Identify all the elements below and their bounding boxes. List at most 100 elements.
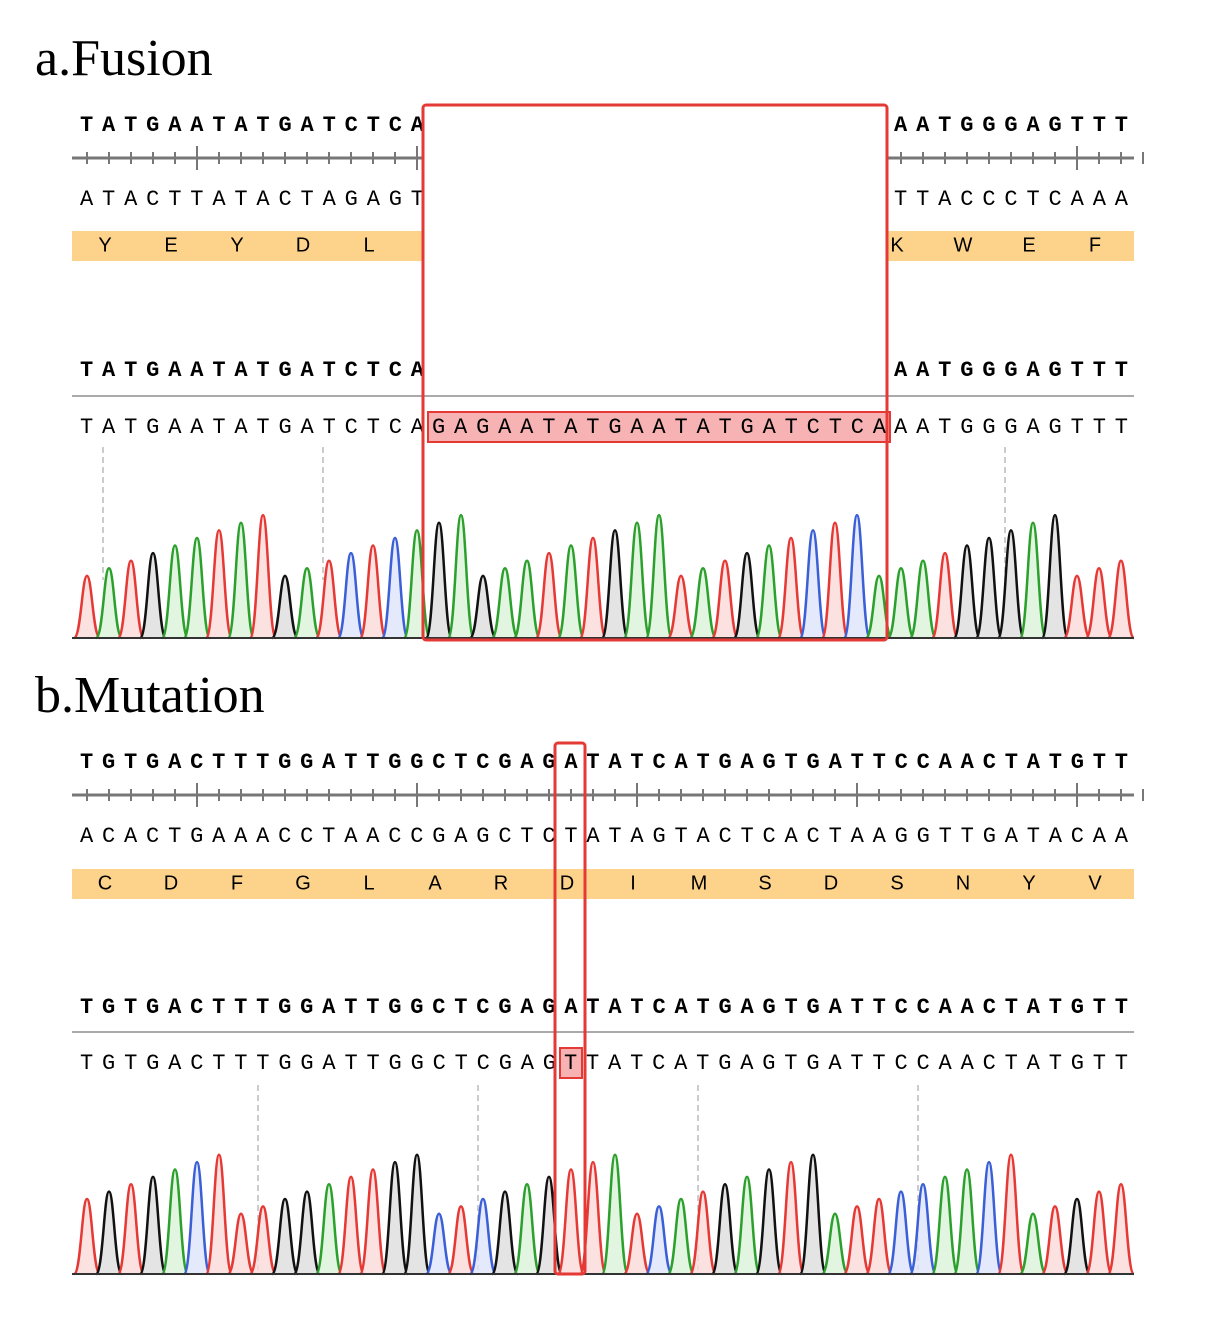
amino-acid: D xyxy=(296,234,310,256)
trace-peak xyxy=(160,1168,190,1276)
sequence: ATACTTATACTAGAGT xyxy=(80,187,424,212)
trace-peak xyxy=(512,559,542,640)
trace-peak xyxy=(710,559,740,640)
trace-peak xyxy=(732,551,762,640)
trace-peak xyxy=(600,1153,630,1276)
amino-acid: L xyxy=(363,234,374,256)
focus-box xyxy=(421,103,889,642)
focus-box xyxy=(553,741,587,1276)
trace-peak xyxy=(314,1182,344,1276)
sequence: TATGAATATGATCTCA xyxy=(80,113,425,138)
amino-acid: I xyxy=(630,872,636,894)
trace-peak xyxy=(490,567,520,640)
amino-acid: N xyxy=(956,872,970,894)
sequence: TTACCCTCAAA xyxy=(894,187,1129,212)
trace-peak xyxy=(798,1153,828,1276)
trace-peak xyxy=(226,1212,256,1276)
trace-peak xyxy=(908,559,938,640)
trace-peak xyxy=(336,551,366,640)
sequence: AATGGGAGTTT xyxy=(894,113,1128,138)
trace-peak xyxy=(886,1190,916,1276)
trace-peak xyxy=(556,544,586,640)
trace-peak xyxy=(138,551,168,640)
amino-acid: F xyxy=(231,872,243,894)
trace-peak xyxy=(820,521,850,640)
amino-acid: R xyxy=(494,872,508,894)
panel-label: a.Fusion xyxy=(35,30,213,87)
amino-acid: E xyxy=(1022,234,1035,256)
trace-peak xyxy=(886,567,916,640)
trace-peak xyxy=(798,529,828,640)
amino-acid: Y xyxy=(1022,872,1035,894)
trace-peak xyxy=(644,1205,674,1276)
trace-peak xyxy=(380,536,410,640)
trace-peak xyxy=(556,1168,586,1276)
amino-acid: A xyxy=(428,872,442,894)
trace-peak xyxy=(666,574,696,640)
trace-peak xyxy=(622,1212,652,1276)
trace-peak xyxy=(996,529,1026,640)
trace-peak xyxy=(644,513,674,640)
trace-peak xyxy=(468,574,498,640)
trace-peak xyxy=(930,1175,960,1276)
trace-peak xyxy=(974,536,1004,640)
sequence: TATCATGAGTGATTCCAACTATGTT xyxy=(586,1051,1128,1076)
sequence: TATGAATATGATCTCA xyxy=(80,415,425,440)
trace-peak xyxy=(1106,559,1136,640)
sequence: TGTGACTTTGGATTGGCTCGAG xyxy=(80,1051,556,1076)
trace-peak xyxy=(710,1182,740,1276)
highlight xyxy=(559,1047,583,1079)
amino-acid: M xyxy=(691,872,708,894)
amino-acid: F xyxy=(1089,234,1101,256)
trace-peak xyxy=(94,567,124,640)
amino-acid: D xyxy=(824,872,838,894)
trace-peak xyxy=(424,1212,454,1276)
highlight xyxy=(427,411,891,443)
trace-peak xyxy=(842,1205,872,1276)
trace-peak xyxy=(380,1160,410,1276)
trace-peak xyxy=(468,1197,498,1276)
amino-acid: S xyxy=(890,872,903,894)
amino-acid: Y xyxy=(98,234,111,256)
gap xyxy=(423,105,887,395)
trace-peak xyxy=(424,521,454,640)
trace-peak xyxy=(1040,513,1070,640)
trace-peak xyxy=(952,1168,982,1276)
trace-peak xyxy=(358,544,388,640)
trace-peak xyxy=(270,1197,300,1276)
trace-peak xyxy=(248,1205,278,1276)
trace-peak xyxy=(908,1182,938,1276)
trace-peak xyxy=(622,521,652,640)
trace-peak xyxy=(776,1160,806,1276)
sequence: TATGAATATGATCTCA xyxy=(80,358,425,383)
trace-peak xyxy=(1040,1205,1070,1276)
trace-peak xyxy=(270,574,300,640)
trace-peak xyxy=(248,513,278,640)
trace-peak xyxy=(1084,567,1114,640)
trace-peak xyxy=(358,1168,388,1276)
trace-peak xyxy=(534,1175,564,1276)
trace-peak xyxy=(204,529,234,640)
trace-peak xyxy=(336,1175,366,1276)
trace-peak xyxy=(1018,521,1048,640)
trace-peak xyxy=(72,574,102,640)
sequence: T xyxy=(564,1051,577,1076)
trace-peak xyxy=(446,1205,476,1276)
sequence: AATGGGAGTTT xyxy=(894,358,1128,383)
sequence: ACACTGAAACCTAACCGAGCTCTATAGTACTCACTAAGGT… xyxy=(80,824,1129,849)
trace-peak xyxy=(314,559,344,640)
trace-peak xyxy=(402,1153,432,1276)
trace-peak xyxy=(402,529,432,640)
trace-peak xyxy=(204,1153,234,1276)
trace-peak xyxy=(490,1190,520,1276)
translation-band xyxy=(72,869,1134,899)
trace-peak xyxy=(974,1160,1004,1276)
trace-peak xyxy=(160,544,190,640)
amino-acid: L xyxy=(363,872,374,894)
trace-peak xyxy=(666,1197,696,1276)
trace-peak xyxy=(996,1153,1026,1276)
trace-peak xyxy=(292,567,322,640)
amino-acid: S xyxy=(758,872,771,894)
trace-peak xyxy=(688,567,718,640)
trace-peak xyxy=(600,529,630,640)
